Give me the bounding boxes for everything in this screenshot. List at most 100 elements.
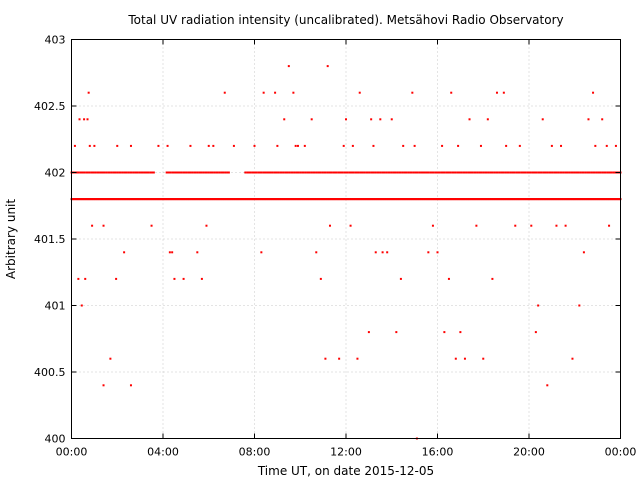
upper-band-point xyxy=(169,171,172,174)
upper-band-point xyxy=(213,171,216,174)
upper-band-point xyxy=(517,171,520,174)
upper-band-point xyxy=(246,171,249,174)
upper-band-point xyxy=(590,171,593,174)
data-point xyxy=(324,357,327,360)
data-point xyxy=(96,171,99,174)
x-tick-label: 04:00 xyxy=(147,446,179,459)
upper-band-point xyxy=(601,171,604,174)
upper-band-point xyxy=(537,171,540,174)
upper-band-point xyxy=(297,171,300,174)
upper-band-point xyxy=(544,171,547,174)
upper-band-point xyxy=(399,171,402,174)
upper-band-point xyxy=(196,171,199,174)
upper-band-point xyxy=(116,171,119,174)
upper-band-point xyxy=(345,171,347,174)
upper-band-point xyxy=(227,171,230,174)
upper-band-point xyxy=(350,171,353,174)
upper-band-point xyxy=(592,171,595,174)
upper-band-point xyxy=(487,171,490,174)
upper-band-point xyxy=(140,171,143,174)
data-point xyxy=(76,171,79,174)
data-point xyxy=(564,224,567,227)
data-point xyxy=(143,171,146,174)
data-point xyxy=(587,118,590,121)
upper-band-point xyxy=(560,171,563,174)
upper-band-point xyxy=(522,171,525,174)
upper-band-point xyxy=(321,171,324,174)
data-point xyxy=(73,144,76,147)
data-point xyxy=(129,384,132,387)
upper-band-point xyxy=(502,171,505,174)
data-point xyxy=(482,357,485,360)
data-points xyxy=(70,65,622,440)
data-point xyxy=(87,91,90,94)
upper-band-point xyxy=(273,171,276,174)
upper-band-point xyxy=(440,171,443,174)
upper-band-point xyxy=(614,171,617,174)
upper-band-point xyxy=(570,171,573,174)
upper-band-point xyxy=(540,171,543,174)
upper-band-point xyxy=(370,171,373,174)
upper-band-point xyxy=(465,171,468,174)
upper-band-point xyxy=(582,171,585,174)
upper-band-point xyxy=(167,171,170,174)
upper-band-point xyxy=(418,171,421,174)
data-point xyxy=(310,118,313,121)
upper-band-point xyxy=(110,171,113,174)
data-point xyxy=(491,277,494,280)
data-point xyxy=(84,277,87,280)
upper-band-point xyxy=(396,171,399,174)
upper-band-point xyxy=(568,171,571,174)
data-point xyxy=(537,304,540,307)
upper-band-point xyxy=(409,171,412,174)
upper-band-point xyxy=(372,171,375,174)
upper-band-point xyxy=(381,171,384,174)
data-point xyxy=(388,171,391,174)
upper-band-point xyxy=(339,171,342,174)
upper-band-point xyxy=(526,171,529,174)
upper-band-point xyxy=(456,171,459,174)
data-point xyxy=(182,277,185,280)
upper-band-point xyxy=(495,171,498,174)
upper-band-point xyxy=(178,171,181,174)
data-point xyxy=(232,144,235,147)
data-point xyxy=(157,144,160,147)
upper-band-point xyxy=(485,171,488,174)
data-point xyxy=(468,118,471,121)
x-tick-label: 16:00 xyxy=(422,446,454,459)
upper-band-point xyxy=(127,171,130,174)
upper-band-point xyxy=(185,171,188,174)
upper-band-point xyxy=(363,171,366,174)
data-point xyxy=(411,91,414,94)
data-point xyxy=(518,144,521,147)
upper-band-point xyxy=(361,171,364,174)
data-point xyxy=(381,251,384,254)
upper-band-point xyxy=(559,171,562,174)
upper-band-point xyxy=(77,171,80,174)
upper-band-point xyxy=(509,171,512,174)
upper-band-point xyxy=(180,171,183,174)
data-point xyxy=(390,118,393,121)
upper-band-point xyxy=(121,171,124,174)
data-point xyxy=(342,144,345,147)
data-point xyxy=(463,357,466,360)
data-point xyxy=(454,357,457,360)
data-point xyxy=(116,144,119,147)
upper-band-point xyxy=(204,171,207,174)
data-point xyxy=(86,118,89,121)
upper-band-point xyxy=(130,171,133,174)
upper-band-point xyxy=(513,171,516,174)
upper-band-point xyxy=(343,171,346,174)
data-point xyxy=(205,224,208,227)
upper-band-point xyxy=(599,171,602,174)
upper-band-point xyxy=(335,171,338,174)
upper-band-point xyxy=(216,171,219,174)
upper-band-point xyxy=(209,171,212,174)
upper-band-point xyxy=(374,171,377,174)
upper-band-point xyxy=(317,171,320,174)
data-point xyxy=(248,171,251,174)
data-point xyxy=(592,91,595,94)
upper-band-point xyxy=(258,171,261,174)
upper-band-point xyxy=(279,171,282,174)
upper-band-point xyxy=(255,171,258,174)
